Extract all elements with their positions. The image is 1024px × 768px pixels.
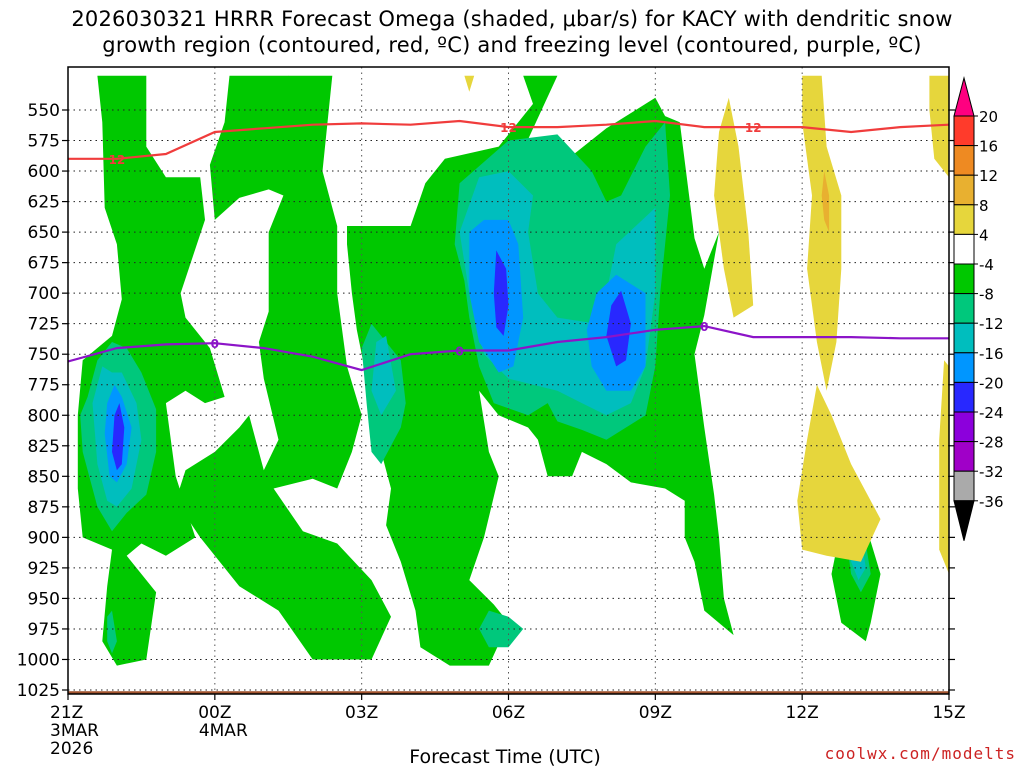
- y-tick-label: 575: [28, 132, 60, 152]
- x-tick-label: 00Z: [198, 703, 231, 723]
- colorbar-label: -32: [979, 463, 1004, 481]
- x-tick-label: 06Z: [492, 703, 525, 723]
- freezing-level-contour: [68, 324, 949, 372]
- y-tick-label: 1025: [17, 681, 60, 701]
- colorbar-segment: [953, 204, 975, 235]
- site-credit[interactable]: coolwx.com/modelts: [824, 744, 1016, 763]
- ground-layer: [68, 691, 949, 694]
- colorbar-segment: [953, 115, 975, 147]
- y-tick-label: 725: [28, 315, 60, 335]
- omega-region: [107, 610, 117, 654]
- y-tick-label: 650: [28, 223, 60, 243]
- y-tick-label: 675: [28, 254, 60, 274]
- colorbar-segment: [953, 441, 975, 472]
- x-axis-label: Forecast Time (UTC): [409, 746, 601, 768]
- colorbar-segment: [953, 174, 975, 206]
- omega-region: [606, 290, 631, 367]
- colorbar: 20 16 12 8 4 -4 -8 -12 -16 -20 -24 -28 -32 -36: [953, 76, 1004, 541]
- y-tick-label: 825: [28, 437, 60, 457]
- omega-region: [371, 335, 396, 416]
- omega-region: [479, 610, 524, 648]
- x-tick-date: 4MAR: [199, 721, 248, 741]
- chart-title: 2026030321 HRRR Forecast Omega (shaded, …: [71, 7, 953, 57]
- y-tick-label: 875: [28, 498, 60, 518]
- colorbar-segment: [953, 470, 975, 502]
- colorbar-segment: [953, 263, 975, 295]
- y-tick-label: 925: [28, 559, 60, 579]
- y-tick-label: 975: [28, 620, 60, 640]
- y-tick-label: 900: [28, 528, 60, 548]
- colorbar-label: -16: [979, 345, 1004, 363]
- y-tick-label: 550: [28, 101, 60, 121]
- colorbar-label: -12: [979, 315, 1004, 333]
- grid-lines: [68, 67, 949, 694]
- colorbar-segment: [953, 322, 975, 354]
- colorbar-label: -28: [979, 434, 1004, 452]
- omega-region: [493, 250, 509, 336]
- dgz-contour-label: 12: [109, 153, 126, 167]
- y-axis: 550 575 600 625 650 675 700 725 750 775 800 825 850 8…: [17, 101, 955, 701]
- y-tick-label: 625: [28, 193, 60, 213]
- colorbar-label: -24: [979, 404, 1004, 422]
- x-tick-label: 09Z: [639, 703, 672, 723]
- x-tick-label: 15Z: [932, 703, 965, 723]
- freezing-level-contour-label: 0: [455, 345, 463, 359]
- colorbar-label: 4: [979, 226, 989, 244]
- colorbar-label: -36: [979, 493, 1004, 511]
- omega-region: [464, 75, 475, 92]
- colorbar-segment: [953, 293, 975, 324]
- colorbar-top-arrow: [953, 76, 975, 117]
- x-tick-date: 3MAR: [50, 721, 99, 741]
- y-tick-label: 700: [28, 284, 60, 304]
- omega-region: [273, 75, 303, 123]
- omega-region: [939, 360, 949, 574]
- colorbar-segment: [953, 352, 975, 383]
- x-tick-year: 2026: [50, 739, 93, 759]
- omega-region: [929, 75, 949, 178]
- dgz-contour-label: 12: [745, 121, 762, 135]
- colorbar-label: 16: [979, 138, 998, 156]
- omega-region: [802, 75, 842, 391]
- colorbar-segment: [953, 233, 975, 265]
- omega-region: [821, 171, 830, 233]
- omega-region: [112, 403, 125, 471]
- colorbar-label: 12: [979, 167, 998, 185]
- y-tick-label: 950: [28, 589, 60, 609]
- x-tick-label: 12Z: [786, 703, 819, 723]
- omega-region: [797, 384, 881, 562]
- colorbar-label: -8: [979, 286, 994, 304]
- colorbar-bottom-arrow: [953, 500, 975, 541]
- colorbar-segment: [953, 381, 975, 413]
- ground-strip: [68, 691, 949, 694]
- y-tick-label: 1000: [17, 650, 60, 670]
- y-tick-label: 750: [28, 345, 60, 365]
- temperature-contours: 12 12 12 0 0 0: [68, 119, 949, 372]
- y-tick-label: 800: [28, 406, 60, 426]
- colorbar-label: 20: [979, 108, 998, 126]
- colorbar-label: 8: [979, 197, 989, 215]
- colorbar-segment: [953, 145, 975, 176]
- y-tick-label: 600: [28, 162, 60, 182]
- omega-region: [175, 75, 391, 660]
- dgz-contour: [68, 119, 949, 160]
- y-tick-label: 775: [28, 376, 60, 396]
- freezing-level-contour-label: 0: [700, 320, 708, 334]
- dgz-contour-label: 12: [500, 121, 517, 135]
- freezing-level-contour-label: 0: [211, 337, 219, 351]
- y-tick-label: 850: [28, 467, 60, 487]
- x-tick-label: 21Z: [50, 703, 83, 723]
- x-tick-label: 03Z: [345, 703, 378, 723]
- colorbar-label: -20: [979, 374, 1004, 392]
- colorbar-label: -4: [979, 256, 994, 274]
- colorbar-segment: [953, 411, 975, 443]
- omega-shading: [77, 75, 949, 666]
